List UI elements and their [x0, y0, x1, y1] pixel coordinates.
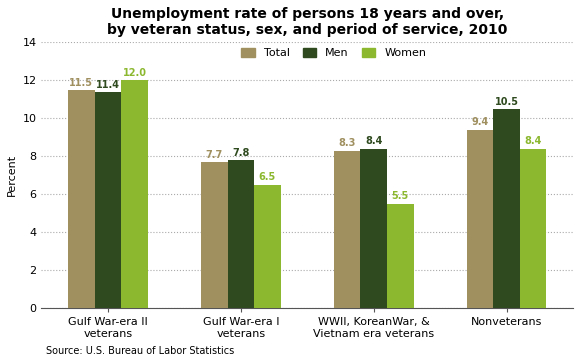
Text: 10.5: 10.5: [495, 96, 519, 107]
Text: 11.5: 11.5: [70, 78, 93, 87]
Bar: [494, 109, 520, 308]
Text: 9.4: 9.4: [472, 117, 489, 127]
Text: 7.7: 7.7: [206, 150, 223, 160]
Bar: [68, 90, 95, 308]
Title: Unemployment rate of persons 18 years and over,
by veteran status, sex, and peri: Unemployment rate of persons 18 years an…: [107, 7, 508, 37]
Bar: [254, 185, 281, 308]
Bar: [467, 130, 494, 308]
Bar: [387, 204, 414, 308]
Text: 5.5: 5.5: [392, 192, 409, 202]
Bar: [334, 150, 360, 308]
Text: Source: U.S. Bureau of Labor Statistics: Source: U.S. Bureau of Labor Statistics: [46, 346, 235, 356]
Text: 7.8: 7.8: [232, 148, 249, 158]
Text: 6.5: 6.5: [259, 172, 276, 183]
Text: 8.4: 8.4: [524, 136, 542, 147]
Bar: [520, 149, 546, 308]
Legend: Total, Men, Women: Total, Men, Women: [241, 48, 426, 58]
Bar: [95, 92, 121, 308]
Y-axis label: Percent: Percent: [7, 154, 17, 196]
Text: 12.0: 12.0: [122, 68, 147, 78]
Bar: [360, 149, 387, 308]
Bar: [121, 80, 148, 308]
Text: 11.4: 11.4: [96, 80, 120, 90]
Bar: [201, 162, 227, 308]
Text: 8.3: 8.3: [339, 138, 356, 148]
Text: 8.4: 8.4: [365, 136, 382, 147]
Bar: [227, 160, 254, 308]
